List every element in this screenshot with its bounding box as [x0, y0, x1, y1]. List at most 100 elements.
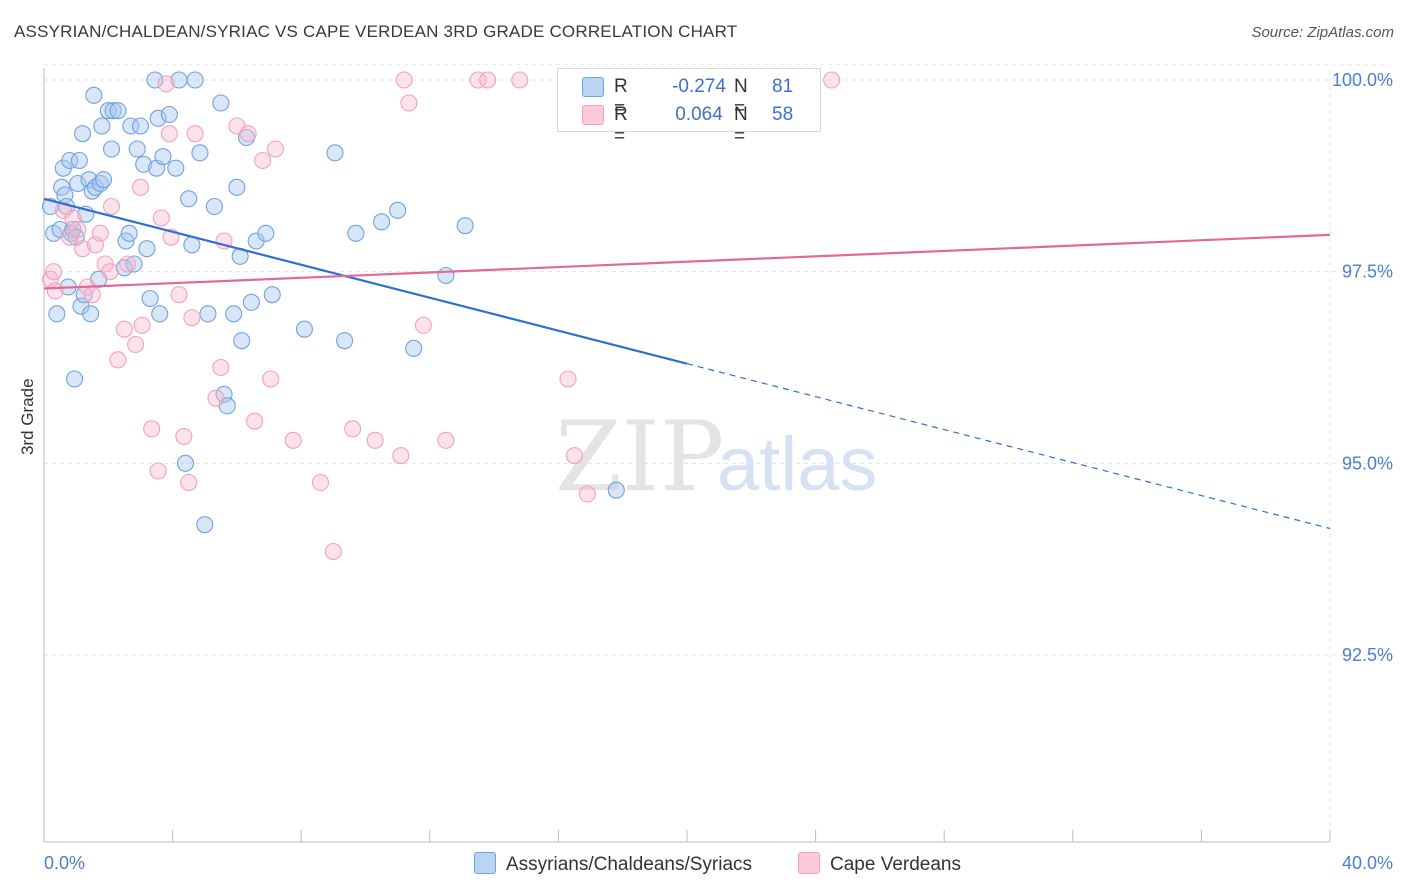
- y-tick-label: 95.0%: [1342, 453, 1393, 473]
- capeverdean-point: [149, 462, 167, 480]
- capeverdean-point: [183, 309, 201, 327]
- assyrian-point: [61, 151, 79, 170]
- assyrian-point: [70, 151, 88, 170]
- assyrian-point: [389, 201, 407, 219]
- assyrian-point: [373, 213, 391, 231]
- assyrian-point: [138, 240, 156, 258]
- assyrian-point: [48, 305, 66, 323]
- capeverdean-point: [437, 431, 455, 449]
- capeverdean-point: [119, 255, 137, 273]
- stats-legend: R = -0.274 N = 81 R = 0.064 N = 58: [557, 68, 821, 147]
- capeverdean-point: [366, 431, 384, 449]
- assyrian-point: [122, 117, 140, 135]
- x-tick-label: 0.0%: [44, 853, 85, 873]
- capeverdean-point: [284, 431, 302, 449]
- assyrian-point: [85, 86, 103, 104]
- y-tick-label: 100.0%: [1332, 70, 1393, 90]
- assyrian-point: [104, 102, 122, 120]
- capeverdean-point: [246, 412, 264, 430]
- assyrian-point: [176, 454, 195, 472]
- assyrian-point: [199, 305, 217, 323]
- assyrian-point: [186, 71, 204, 89]
- capeverdean-point: [91, 224, 109, 242]
- capeverdean-point: [324, 542, 342, 561]
- capeverdean-point: [239, 125, 257, 143]
- capeverdean-point: [266, 140, 285, 158]
- assyrian-trend-line: [43, 197, 688, 365]
- trend-lines: [43, 197, 1331, 530]
- assyrian-point: [205, 197, 223, 216]
- assyrian-point: [99, 102, 117, 120]
- legend-swatch-pink: [582, 105, 604, 125]
- chart-title: ASSYRIAN/CHALDEAN/SYRIAC VS CAPE VERDEAN…: [14, 22, 738, 41]
- legend-r-value: -0.274: [672, 76, 726, 97]
- capeverdean-point: [160, 125, 178, 143]
- assyrian-point: [149, 109, 167, 127]
- x-tick-label: 40.0%: [1342, 853, 1393, 873]
- capeverdean-point: [109, 351, 127, 369]
- capeverdean-point: [115, 320, 133, 338]
- assyrian-point: [141, 289, 159, 308]
- assyrian-point: [180, 190, 198, 208]
- capeverdean-point: [511, 71, 529, 89]
- capeverdean-point: [395, 71, 413, 89]
- capeverdean-point: [102, 197, 121, 216]
- capeverdean-point: [414, 316, 432, 334]
- assyrian-point: [242, 293, 260, 311]
- assyrian-point: [196, 516, 214, 534]
- y-tick-label: 97.5%: [1342, 262, 1393, 282]
- capeverdean-point: [175, 427, 193, 446]
- watermark-atlas: atlas: [717, 422, 878, 507]
- assyrian-point: [160, 105, 178, 124]
- assyrian-trend-extension: [686, 363, 1331, 530]
- capeverdean-point: [69, 220, 87, 239]
- capeverdean-point: [559, 370, 577, 388]
- bottom-legend-label: Cape Verdeans: [830, 854, 961, 875]
- legend-r-label: R =: [614, 76, 628, 119]
- capeverdean-point: [469, 71, 487, 89]
- capeverdean-point: [212, 358, 230, 377]
- capeverdean-point: [45, 263, 63, 281]
- capeverdean-point: [157, 75, 175, 93]
- assyrian-point: [405, 339, 423, 357]
- capeverdean-point: [400, 94, 418, 112]
- bottom-legend-capeverdean: Cape Verdeans: [798, 852, 961, 876]
- legend-n-label: N =: [734, 104, 748, 147]
- capeverdean-point: [186, 125, 204, 143]
- assyrian-point: [336, 332, 354, 350]
- assyrian-point: [347, 224, 365, 242]
- capeverdean-point: [262, 370, 280, 388]
- legend-r-value: 0.064: [675, 104, 723, 125]
- capeverdean-point: [392, 447, 410, 465]
- bottom-legend-swatch-pink: [798, 852, 820, 874]
- assyrian-point: [69, 174, 87, 193]
- y-axis-label: 3rd Grade: [18, 378, 37, 455]
- capeverdean-point: [180, 473, 198, 492]
- capeverdean-point: [83, 286, 101, 304]
- assyrian-point: [125, 255, 143, 273]
- assyrian-point: [135, 155, 153, 173]
- bottom-legend-label: Assyrians/Chaldeans/Syriacs: [506, 854, 753, 875]
- assyrian-point: [102, 140, 121, 158]
- legend-n-value: 81: [772, 76, 794, 97]
- bottom-legend-swatch-blue: [474, 852, 496, 874]
- assyrian-point: [120, 224, 138, 242]
- assyrian-point: [93, 117, 111, 135]
- assyrian-point: [65, 370, 84, 388]
- source-label: Source: ZipAtlas.com: [1251, 24, 1394, 41]
- assyrian-point: [151, 305, 169, 323]
- capeverdean-point: [74, 240, 92, 258]
- assyrian-point: [257, 224, 275, 242]
- assyrian-point: [263, 286, 281, 304]
- assyrian-point: [326, 144, 344, 162]
- gridlines: [44, 64, 1390, 842]
- capeverdean-point: [133, 316, 151, 334]
- capeverdean-point: [127, 335, 145, 354]
- assyrian-point: [154, 148, 172, 166]
- capeverdean-point: [311, 473, 330, 492]
- assyrian-point: [228, 178, 246, 196]
- capeverdean-point: [578, 485, 596, 503]
- assyrian-point: [212, 94, 230, 112]
- assyrian-point: [167, 159, 185, 177]
